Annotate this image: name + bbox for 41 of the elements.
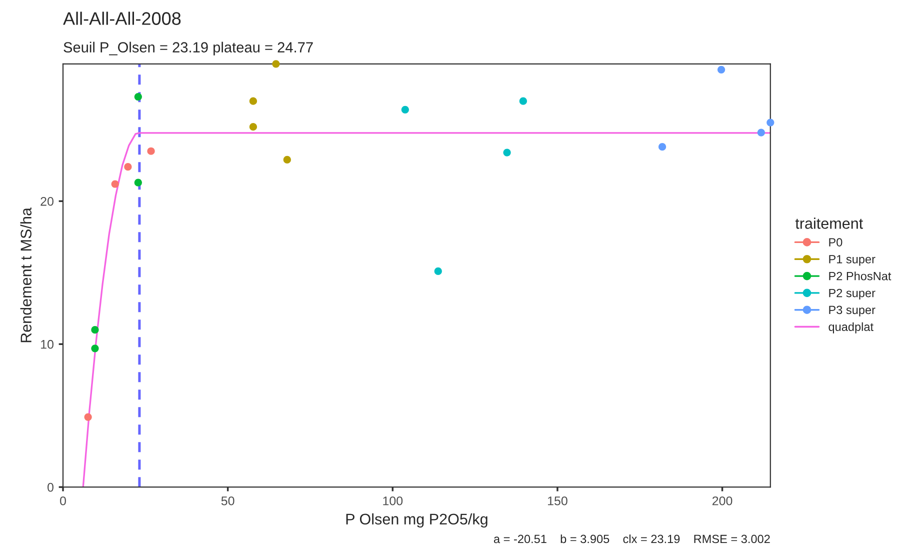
legend-label: P3 super [829, 306, 876, 316]
chart-title: All-All-All-2008 [63, 12, 181, 25]
chart-subtitle: Seuil P_Olsen = 23.19 plateau = 24.77 [64, 42, 313, 56]
point [91, 326, 99, 334]
point [147, 147, 155, 155]
y-axis-title: Rendement t MS/ha [20, 208, 32, 342]
point [519, 97, 527, 105]
x-tick-label: 150 [548, 496, 568, 506]
legend-label: P1 super [829, 255, 876, 266]
point [434, 267, 442, 276]
y-tick-label: 20 [40, 196, 54, 206]
point [91, 344, 99, 352]
x-tick-label: 200 [712, 496, 732, 506]
point [134, 92, 142, 101]
legend-title: traitement [795, 218, 863, 229]
point [134, 178, 142, 186]
point [124, 163, 132, 171]
line-series [82, 132, 770, 488]
point [249, 97, 258, 105]
y-tick-label: 0 [48, 482, 54, 492]
text: a = -20.51 b = 3.905 clx = 23.19 RMSE = 3.002 [494, 534, 770, 544]
point [401, 106, 409, 114]
legend-label: quadplat [828, 322, 874, 334]
legend-label: P2 PhosNat [829, 272, 892, 280]
point [717, 66, 726, 74]
x-tick-label: 0 [60, 496, 66, 506]
x-tick-label: 100 [383, 496, 403, 506]
point [766, 118, 774, 126]
point [283, 156, 291, 164]
point [757, 128, 765, 136]
point [503, 148, 511, 156]
legend-label: P2 super [829, 288, 876, 300]
point [658, 143, 666, 151]
point [84, 413, 92, 421]
y-tick-label: 10 [41, 340, 54, 349]
point [272, 60, 280, 68]
point [249, 123, 258, 131]
point [111, 180, 119, 188]
x-tick-label: 50 [221, 496, 234, 506]
x-axis-title: P Olsen mg P2O5/kg [346, 513, 488, 528]
legend-label: P0 [829, 238, 842, 246]
